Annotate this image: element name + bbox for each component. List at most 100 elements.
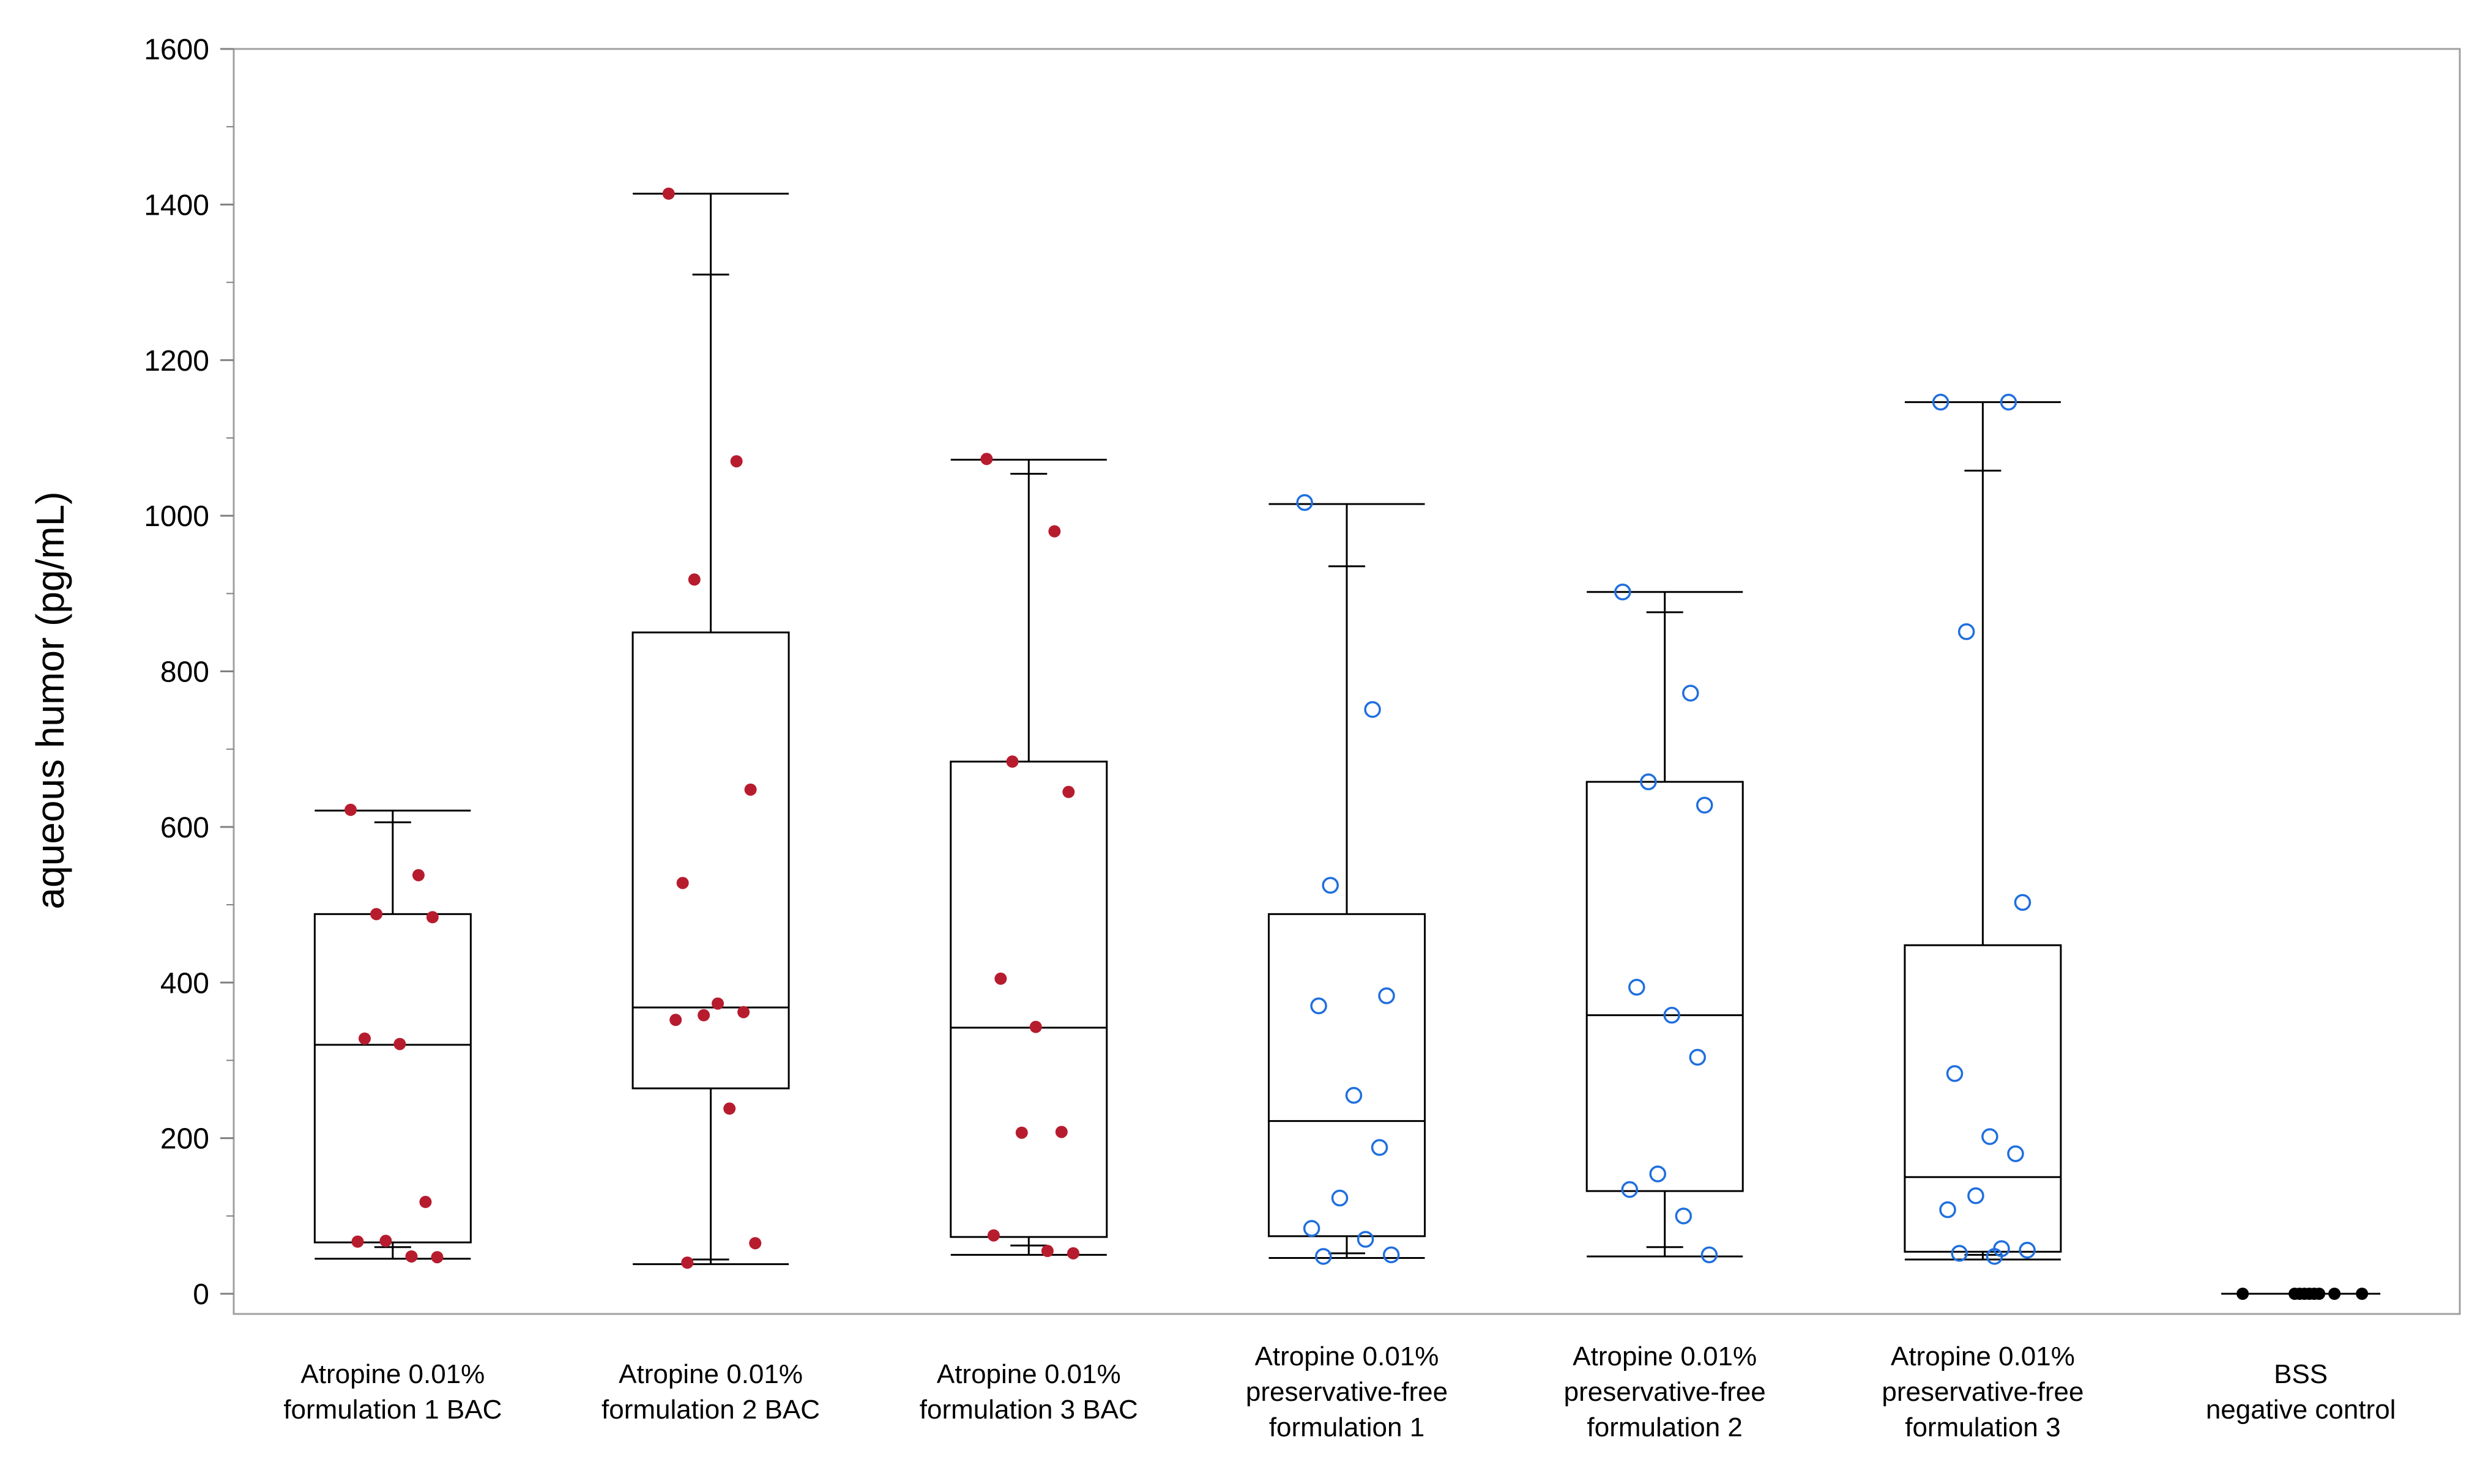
y-axis: 0 200 400 600 800 1000 1200 1400 1600 <box>144 34 234 1311</box>
y-tick-label: 0 <box>193 1278 209 1311</box>
data-point <box>698 1009 710 1022</box>
category-label-line: formulation 1 BAC <box>283 1395 502 1425</box>
category-label: Atropine 0.01% formulation 1 BAC <box>283 1359 502 1425</box>
category-label: Atropine 0.01% preservative-free formulati… <box>1246 1341 1448 1442</box>
category-label-line: Atropine 0.01% <box>619 1359 803 1389</box>
iqr-box <box>1268 913 1426 1237</box>
y-axis-title: aqueous humor (pg/mL) <box>28 491 72 909</box>
iqr-box <box>1585 781 1744 1192</box>
data-point <box>1951 1245 1968 1262</box>
category-label-line: formulation 3 BAC <box>920 1395 1138 1425</box>
category-label-line: formulation 1 <box>1269 1412 1424 1442</box>
category-group <box>1904 393 2062 1265</box>
data-point <box>370 908 383 921</box>
data-point <box>980 453 993 466</box>
y-tick-label: 400 <box>160 967 209 1000</box>
y-tick-label: 200 <box>160 1123 209 1156</box>
y-tick-label: 1400 <box>144 189 209 221</box>
data-point <box>1041 1245 1054 1258</box>
data-point <box>2328 1288 2341 1300</box>
data-point <box>1649 1165 1666 1182</box>
data-point <box>676 877 689 889</box>
data-point <box>1628 979 1645 996</box>
data-point <box>2313 1288 2326 1300</box>
data-point <box>994 972 1007 985</box>
category-group <box>1268 494 1426 1265</box>
data-point <box>2019 1242 2036 1259</box>
data-point <box>1932 393 1949 411</box>
category-group <box>313 803 472 1264</box>
data-point <box>1303 1220 1320 1237</box>
data-point <box>1015 1126 1028 1139</box>
category-label-line: preservative-free <box>1882 1377 2083 1407</box>
category-label-line: Atropine 0.01% <box>300 1359 485 1389</box>
iqr-box <box>313 913 472 1244</box>
data-point <box>2236 1288 2249 1300</box>
category-group <box>631 187 790 1269</box>
data-point <box>1614 584 1631 601</box>
category-label: Atropine 0.01% preservative-free formulati… <box>1564 1341 1766 1442</box>
data-point <box>1055 1126 1068 1138</box>
data-point <box>351 1235 364 1248</box>
data-point <box>1062 785 1075 798</box>
data-point <box>405 1250 418 1263</box>
data-point <box>681 1256 694 1269</box>
iqr-box <box>631 631 790 1089</box>
data-point <box>1696 796 1713 814</box>
data-point <box>1382 1246 1400 1264</box>
data-point <box>723 1102 736 1115</box>
category-label: Atropine 0.01% preservative-free formulati… <box>1882 1341 2083 1442</box>
data-point <box>2000 393 2017 411</box>
data-point <box>712 997 724 1010</box>
data-point <box>1322 877 1339 894</box>
category-group <box>2221 1288 2381 1300</box>
category-label-line: preservative-free <box>1564 1377 1766 1407</box>
data-point <box>1986 1248 2003 1265</box>
data-point <box>379 1234 392 1247</box>
data-point <box>1700 1246 1718 1264</box>
data-point <box>426 911 439 924</box>
data-point <box>2356 1288 2369 1300</box>
data-point <box>2007 1145 2024 1162</box>
data-point <box>1640 773 1657 790</box>
data-point <box>1296 494 1313 511</box>
data-point <box>1315 1248 1332 1265</box>
data-point <box>1682 684 1699 702</box>
data-point <box>669 1014 682 1026</box>
data-point <box>1331 1189 1349 1207</box>
category-label-line: BSS <box>2274 1359 2328 1389</box>
data-point <box>344 803 357 816</box>
data-point <box>1663 1006 1680 1024</box>
data-point <box>1981 1128 1998 1145</box>
data-point <box>1310 997 1327 1015</box>
category-label: Atropine 0.01% formulation 3 BAC <box>920 1359 1138 1425</box>
category-label-line: formulation 3 <box>1905 1412 2060 1442</box>
category-label-line: formulation 2 BAC <box>601 1395 820 1425</box>
data-point <box>1689 1048 1707 1066</box>
category-label-line: preservative-free <box>1246 1377 1448 1407</box>
category-group <box>950 453 1108 1260</box>
data-point <box>1957 623 1975 640</box>
data-point <box>1621 1181 1639 1198</box>
data-point <box>730 455 743 468</box>
y-tick-label: 600 <box>160 812 209 844</box>
y-tick-label: 800 <box>160 656 209 689</box>
x-axis-category-labels: Atropine 0.01% formulation 1 BACAtropine … <box>283 1341 2396 1442</box>
y-tick-label: 1200 <box>144 345 209 377</box>
data-point <box>1946 1065 1964 1082</box>
box-series <box>313 187 2381 1300</box>
data-point <box>1048 525 1061 538</box>
data-point <box>2014 894 2031 911</box>
category-label-line: Atropine 0.01% <box>1573 1341 1757 1371</box>
y-tick-label: 1000 <box>144 500 209 533</box>
data-point <box>1364 701 1381 718</box>
data-point <box>1967 1187 1984 1204</box>
data-point <box>358 1032 371 1045</box>
data-point <box>1939 1201 1956 1219</box>
iqr-box <box>1904 944 2062 1253</box>
category-label: Atropine 0.01% formulation 2 BAC <box>601 1359 820 1425</box>
y-tick-label: 1600 <box>144 34 209 66</box>
data-point <box>737 1006 750 1018</box>
data-point <box>1371 1139 1388 1156</box>
